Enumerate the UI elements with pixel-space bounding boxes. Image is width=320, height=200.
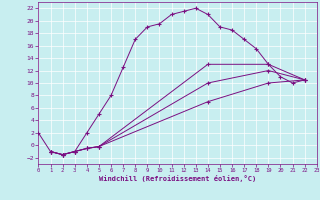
X-axis label: Windchill (Refroidissement éolien,°C): Windchill (Refroidissement éolien,°C) (99, 175, 256, 182)
